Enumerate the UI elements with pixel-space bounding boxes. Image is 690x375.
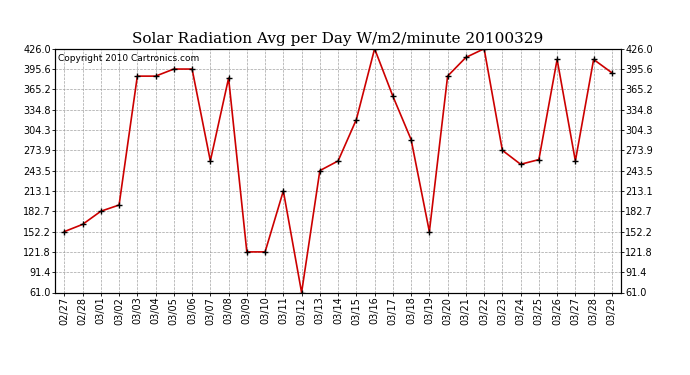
Text: Copyright 2010 Cartronics.com: Copyright 2010 Cartronics.com xyxy=(58,54,199,63)
Title: Solar Radiation Avg per Day W/m2/minute 20100329: Solar Radiation Avg per Day W/m2/minute … xyxy=(132,32,544,46)
